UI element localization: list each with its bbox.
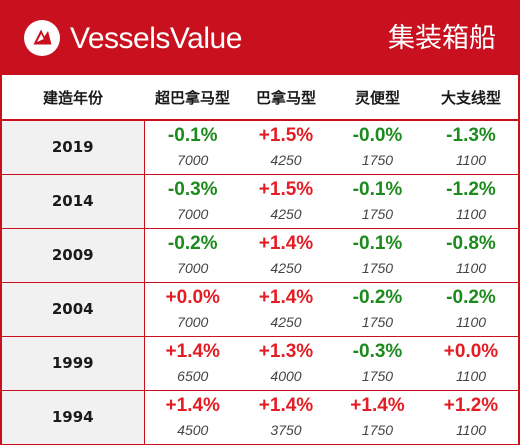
value-cell: -0.2% 1100	[424, 282, 518, 337]
percent-change: +1.5%	[258, 178, 314, 200]
vessel-value: 1750	[361, 205, 394, 222]
brand-name: VesselsValue	[70, 22, 242, 55]
build-year-cell: 2004	[2, 282, 145, 337]
vessel-value: 7000	[177, 152, 209, 168]
vessel-value: 6500	[177, 367, 209, 384]
vessel-value: 1100	[455, 205, 487, 222]
column-header-post-panamax: 超巴拿马型	[144, 75, 241, 121]
value-cell: -0.8% 1100	[424, 228, 518, 283]
percent-change: +1.4%	[258, 286, 314, 308]
table-row: 2014 -0.3% 7000 +1.5% 4250 -0.1% 1750 -1.2% 1100	[2, 174, 518, 229]
percent-change: -0.2%	[446, 286, 496, 308]
value-cell: +0.0% 7000	[144, 282, 241, 337]
table-row: 1994 +1.4% 4500 +1.4% 3750 +1.4% 1750 +1.2% 1100	[2, 390, 518, 444]
vessel-value: 1750	[361, 421, 394, 438]
value-cell: +0.0% 1100	[424, 336, 518, 391]
vessel-value: 4250	[270, 152, 302, 168]
vessel-value: 1750	[361, 259, 394, 276]
value-cell: +1.4% 4250	[241, 228, 331, 283]
value-cell: -0.2% 7000	[144, 228, 241, 283]
percent-change: -0.1%	[352, 232, 403, 254]
vessel-value: 1100	[455, 421, 487, 438]
percent-change: -0.8%	[446, 232, 496, 254]
value-cell: +1.2% 1100	[424, 390, 518, 444]
percent-change: -1.2%	[446, 178, 496, 200]
vessel-value: 4250	[270, 313, 302, 330]
header-bar: VesselsValue 集装箱船	[2, 2, 518, 75]
percent-change: +1.4%	[350, 394, 405, 416]
value-cell: -0.3% 7000	[144, 174, 241, 229]
vessel-value: 4250	[270, 259, 302, 276]
percent-change: +1.5%	[258, 125, 314, 146]
percent-change: +0.0%	[165, 286, 220, 308]
table-row: 2019 -0.1% 7000 +1.5% 4250 -0.0% 1750 -1.3% 1100	[2, 120, 518, 175]
percent-change: -0.3%	[167, 178, 218, 200]
vessel-value: 1750	[361, 313, 394, 330]
percent-change: -0.1%	[352, 178, 403, 200]
percent-change: +0.0%	[443, 340, 499, 362]
vessel-value: 3750	[270, 421, 302, 438]
percent-change: +1.2%	[443, 394, 499, 416]
vessel-value: 4500	[177, 421, 209, 438]
table-row: 2009 -0.2% 7000 +1.4% 4250 -0.1% 1750 -0.8% 1100	[2, 228, 518, 283]
vesselsvalue-logo-icon	[24, 20, 60, 56]
value-cell: -0.1% 7000	[144, 120, 241, 175]
vessel-value: 1750	[361, 367, 394, 384]
vessel-value: 1750	[361, 152, 394, 168]
column-header-feedermax: 大支线型	[424, 75, 518, 121]
percent-change: +1.4%	[165, 340, 220, 362]
percent-change: +1.4%	[165, 394, 220, 416]
build-year-cell: 2019	[2, 120, 145, 175]
value-cell: +1.4% 6500	[144, 336, 241, 391]
value-cell: +1.5% 4250	[241, 174, 331, 229]
vessel-value: 7000	[177, 205, 209, 222]
build-year-cell: 1994	[2, 390, 145, 444]
value-cell: +1.4% 1750	[331, 390, 424, 444]
valuation-table: 建造年份 超巴拿马型 巴拿马型 灵便型 大支线型 2019 -0.1% 7000 +1…	[2, 75, 518, 444]
percent-change: -0.2%	[352, 286, 403, 308]
percent-change: -0.0%	[352, 125, 403, 146]
vessel-value: 1100	[455, 152, 487, 168]
percent-change: +1.4%	[258, 232, 314, 254]
table-row: 1999 +1.4% 6500 +1.3% 4000 -0.3% 1750 +0.0% 1100	[2, 336, 518, 391]
vessel-value: 1100	[455, 259, 487, 276]
column-header-build-year: 建造年份	[2, 75, 144, 121]
value-cell: +1.4% 4250	[241, 282, 331, 337]
vessel-value: 7000	[177, 313, 209, 330]
column-header-panamax: 巴拿马型	[241, 75, 331, 121]
vessel-value: 1100	[455, 313, 487, 330]
value-cell: +1.4% 4500	[144, 390, 241, 444]
value-cell: -0.3% 1750	[331, 336, 424, 391]
vessel-value: 1100	[455, 367, 487, 384]
percent-change: -0.1%	[167, 125, 218, 146]
value-cell: -0.1% 1750	[331, 174, 424, 229]
percent-change: -1.3%	[446, 125, 496, 146]
percent-change: +1.3%	[258, 340, 314, 362]
category-title: 集装箱船	[388, 23, 496, 54]
value-cell: +1.3% 4000	[241, 336, 331, 391]
build-year-cell: 2009	[2, 228, 145, 283]
table-header-row: 建造年份 超巴拿马型 巴拿马型 灵便型 大支线型	[2, 75, 518, 121]
build-year-cell: 1999	[2, 336, 145, 391]
vessel-value: 4000	[270, 367, 302, 384]
percent-change: -0.2%	[167, 232, 218, 254]
value-cell: -0.2% 1750	[331, 282, 424, 337]
percent-change: -0.3%	[352, 340, 403, 362]
column-header-handy: 灵便型	[331, 75, 424, 121]
percent-change: +1.4%	[258, 394, 314, 416]
value-cell: +1.5% 4250	[241, 120, 331, 175]
vessel-value: 7000	[177, 259, 209, 276]
build-year-cell: 2014	[2, 174, 145, 229]
value-cell: -0.0% 1750	[331, 120, 424, 175]
value-cell: -0.1% 1750	[331, 228, 424, 283]
value-cell: -1.3% 1100	[424, 120, 518, 175]
vessel-value: 4250	[270, 205, 302, 222]
value-cell: +1.4% 3750	[241, 390, 331, 444]
table-row: 2004 +0.0% 7000 +1.4% 4250 -0.2% 1750 -0.2% 1100	[2, 282, 518, 337]
value-cell: -1.2% 1100	[424, 174, 518, 229]
